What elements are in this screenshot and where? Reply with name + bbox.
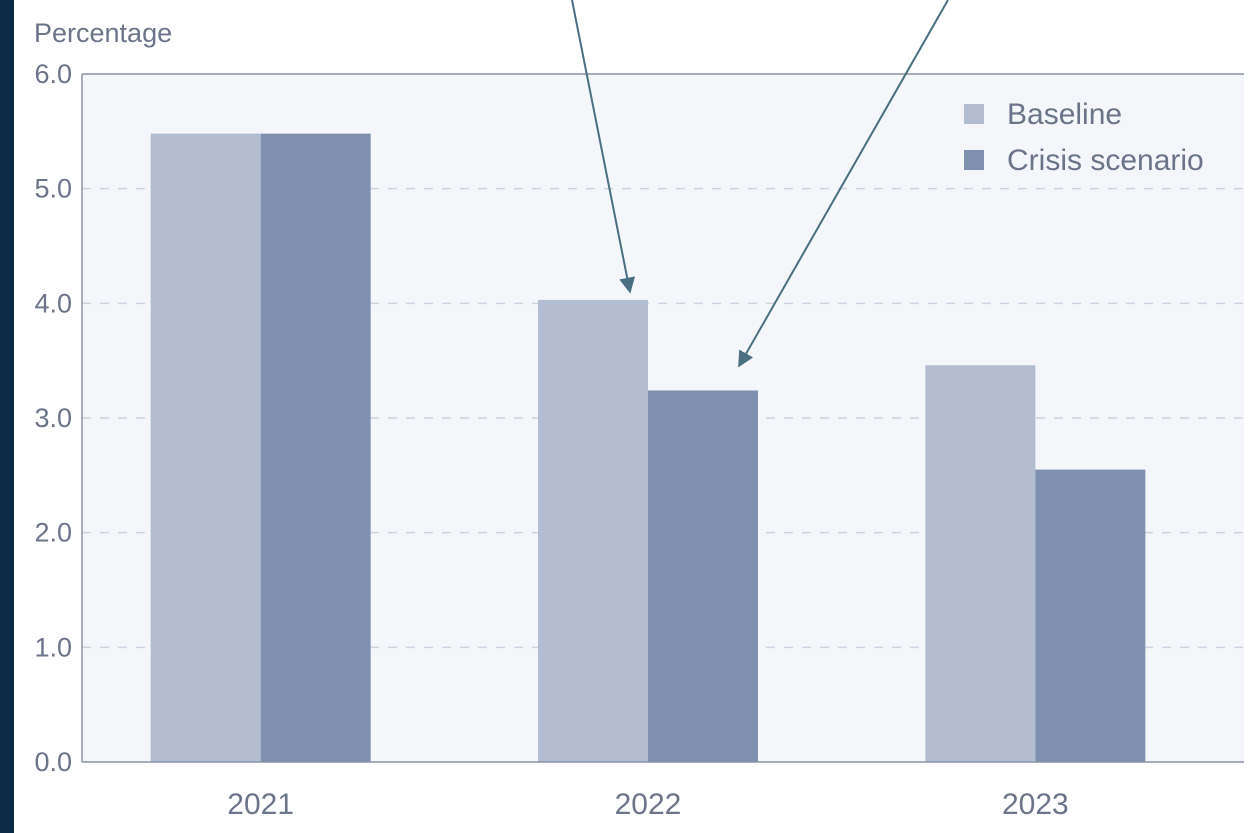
x-tick-label: 2021 [227, 788, 294, 821]
bar-2022-crisis-scenario [648, 390, 758, 762]
y-tick-label: 6.0 [34, 59, 72, 89]
y-tick-labels: 0.0 1.0 2.0 3.0 4.0 5.0 6.0 [34, 59, 72, 777]
x-tick-labels: 2021 2022 2023 [227, 788, 1068, 821]
legend-label: Baseline [1007, 98, 1122, 131]
annotation-arrow [571, 0, 636, 294]
x-tick-label: 2022 [615, 788, 682, 821]
y-axis-label: Percentage [34, 18, 172, 48]
y-tick-label: 4.0 [34, 288, 72, 318]
y-tick-label: 2.0 [34, 518, 72, 548]
bar-2021-baseline [150, 133, 261, 763]
y-tick-label: 1.0 [34, 632, 72, 662]
x-tick-label: 2023 [1002, 788, 1069, 821]
bar-2023-crisis-scenario [1035, 469, 1146, 762]
annotation-arrow [738, 0, 949, 368]
y-tick-label: 3.0 [34, 403, 72, 433]
annotation-arrows [571, 0, 949, 368]
legend-swatch [964, 104, 984, 124]
bar-2021-crisis-scenario [260, 133, 371, 763]
legend: Baseline Crisis scenario [964, 98, 1204, 177]
bar-2023-baseline [925, 365, 1036, 762]
legend-label: Crisis scenario [1007, 144, 1204, 177]
axes [81, 73, 1244, 763]
bar-chart: 0.0 1.0 2.0 3.0 4.0 5.0 6.0 2021 2022 2023 Perce… [34, 0, 1244, 821]
bar-2022-baseline [538, 299, 648, 762]
y-tick-label: 0.0 [34, 747, 72, 777]
legend-swatch [964, 150, 984, 170]
bars [150, 133, 1146, 763]
chart-frame: 0.0 1.0 2.0 3.0 4.0 5.0 6.0 2021 2022 2023 Perce… [14, 0, 1255, 833]
y-tick-label: 5.0 [34, 174, 72, 204]
